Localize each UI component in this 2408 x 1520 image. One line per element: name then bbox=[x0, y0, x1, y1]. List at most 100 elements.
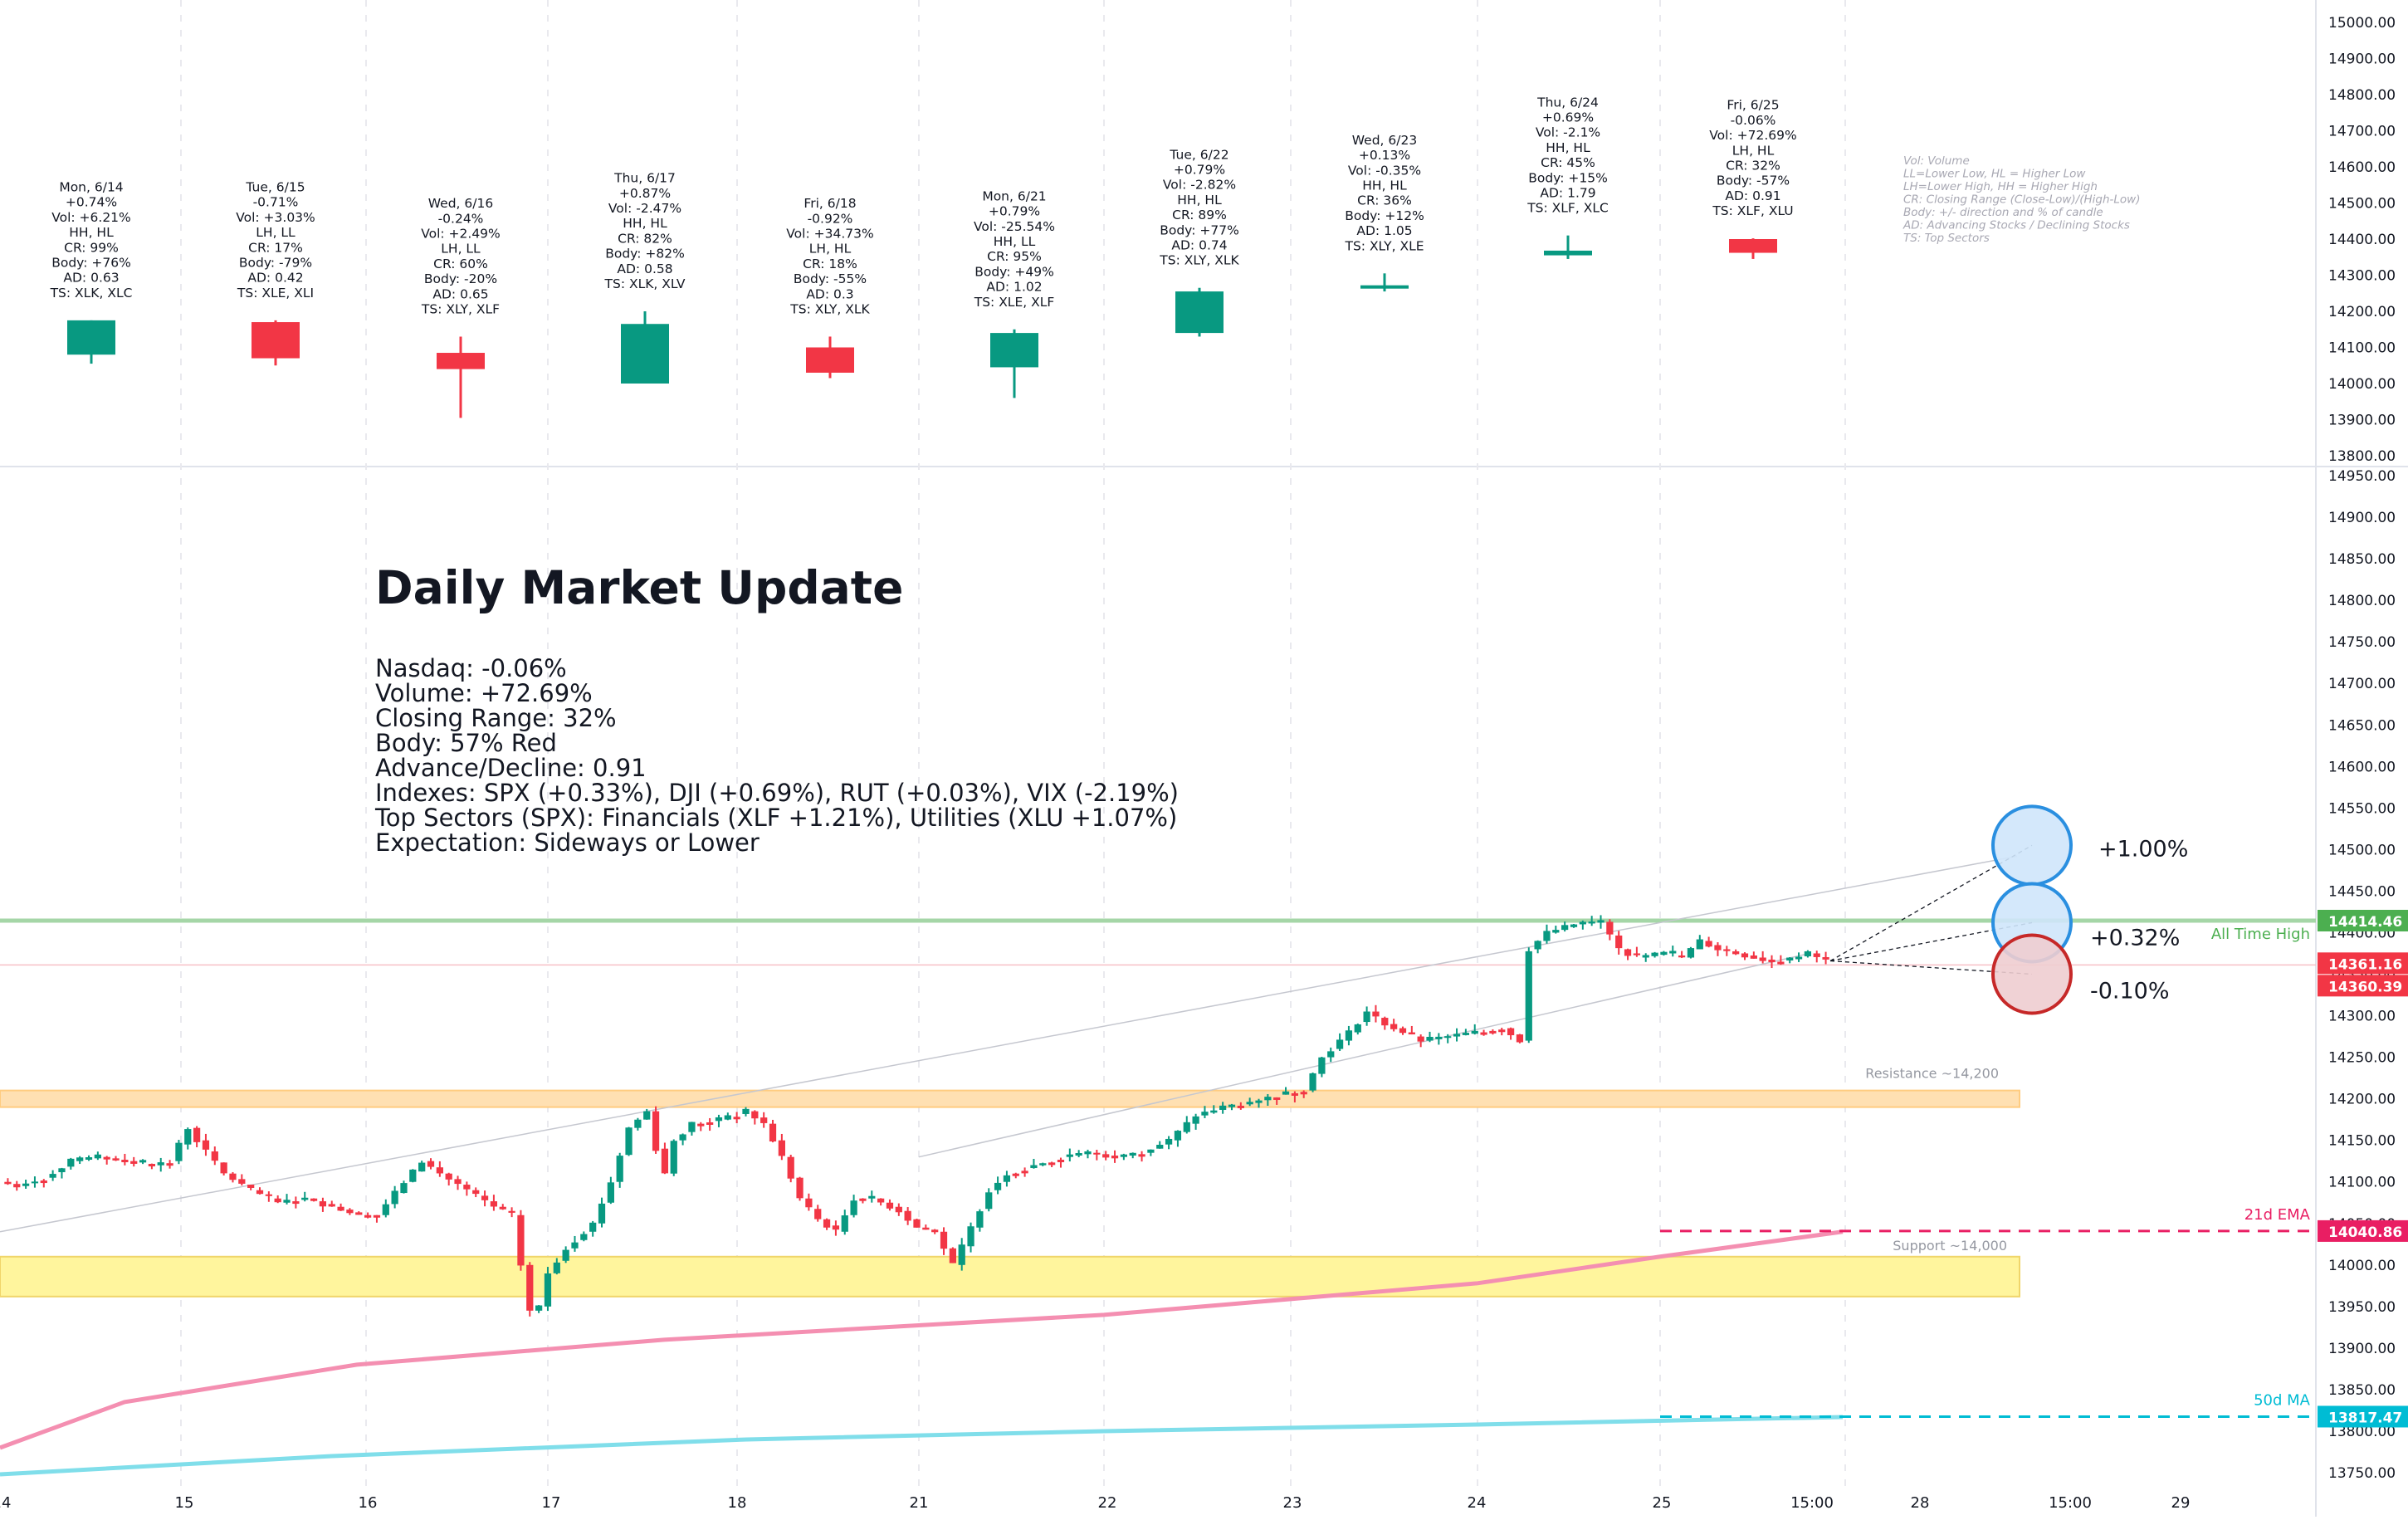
intraday-candle-body bbox=[607, 1182, 614, 1203]
intraday-candle-body bbox=[319, 1201, 327, 1207]
intraday-candle-body bbox=[1552, 930, 1560, 933]
intraday-price-tick: 14950.00 bbox=[2328, 468, 2396, 485]
intraday-candle-body bbox=[1030, 1165, 1038, 1169]
intraday-candle-body bbox=[823, 1219, 831, 1228]
intraday-price-tick: 14250.00 bbox=[2328, 1050, 2396, 1067]
daily-candle-label-line: Vol: +34.73% bbox=[786, 226, 873, 241]
intraday-candle-body bbox=[499, 1206, 506, 1210]
intraday-price-tick: 14850.00 bbox=[2328, 551, 2396, 568]
intraday-candle-body bbox=[1678, 955, 1686, 958]
intraday-candle-body bbox=[517, 1215, 525, 1266]
daily-candle-label-line: -0.24% bbox=[438, 211, 484, 226]
intraday-candle-body bbox=[1813, 953, 1820, 957]
intraday-candle-body bbox=[1192, 1116, 1199, 1124]
intraday-candle-body bbox=[139, 1160, 147, 1163]
intraday-candle-body bbox=[1543, 931, 1551, 941]
intraday-candle-body bbox=[751, 1111, 759, 1119]
intraday-candle-body bbox=[1201, 1112, 1209, 1116]
intraday-candle-body bbox=[1741, 953, 1749, 958]
intraday-candle-body bbox=[391, 1190, 398, 1205]
intraday-candle-body bbox=[895, 1206, 902, 1213]
daily-candle-label-line: Body: +77% bbox=[1160, 222, 1239, 237]
intraday-candle-body bbox=[193, 1127, 201, 1142]
intraday-candle-body bbox=[904, 1210, 911, 1221]
intraday-candle-body bbox=[1210, 1110, 1218, 1113]
intraday-candle-body bbox=[436, 1167, 443, 1174]
intraday-price-tick: 14300.00 bbox=[2328, 1009, 2396, 1025]
daily-candle-label-line: Vol: -2.1% bbox=[1536, 125, 1600, 140]
intraday-candle-body bbox=[760, 1117, 768, 1123]
intraday-candle-body bbox=[940, 1231, 948, 1249]
intraday-candle-body bbox=[58, 1168, 66, 1173]
intraday-candle-body bbox=[112, 1158, 120, 1161]
intraday-candle-body bbox=[1291, 1092, 1298, 1096]
intraday-candle-body bbox=[1606, 921, 1614, 935]
intraday-candle-body bbox=[1363, 1011, 1370, 1023]
daily-candle-label-line: Wed, 6/23 bbox=[1352, 133, 1417, 148]
intraday-candle-body bbox=[1219, 1105, 1227, 1110]
daily-price-tick: 14000.00 bbox=[2328, 376, 2396, 393]
support-zone bbox=[0, 1255, 2020, 1298]
intraday-candle-body bbox=[985, 1192, 993, 1210]
daily-candle-label-line: TS: XLY, XLE bbox=[1344, 238, 1424, 253]
intraday-candle-body bbox=[1750, 955, 1757, 959]
intraday-candle-body bbox=[1057, 1160, 1065, 1163]
intraday-candle-body bbox=[184, 1129, 192, 1145]
intraday-candle-body bbox=[346, 1210, 354, 1214]
intraday-candle-body bbox=[1012, 1173, 1019, 1176]
intraday-candle-body bbox=[1471, 1030, 1478, 1034]
intraday-candle-body bbox=[1156, 1145, 1164, 1149]
daily-candle-label-line: CR: 17% bbox=[248, 240, 303, 255]
intraday-price-tick: 14150.00 bbox=[2328, 1133, 2396, 1150]
daily-candle-label-line: -0.92% bbox=[808, 211, 853, 226]
intraday-candle-body bbox=[508, 1210, 515, 1213]
daily-candle-label-line: HH, LL bbox=[994, 234, 1036, 249]
intraday-candle-body bbox=[1084, 1151, 1092, 1155]
daily-candle-label-line: Body: -57% bbox=[1717, 174, 1790, 188]
summary-line-indexes: Indexes: SPX (+0.33%), DJI (+0.69%), RUT… bbox=[375, 779, 1179, 807]
time-axis-tick: 15:00 bbox=[1790, 1494, 1834, 1512]
intraday-candle-body bbox=[1147, 1149, 1155, 1153]
intraday-price-tick: 14800.00 bbox=[2328, 593, 2396, 609]
intraday-candle-body bbox=[1795, 956, 1803, 960]
legend-line: Vol: Volume bbox=[1903, 154, 1970, 168]
intraday-candle-body bbox=[373, 1215, 381, 1218]
intraday-candle-body bbox=[1597, 920, 1605, 923]
intraday-candle-body bbox=[1687, 948, 1695, 958]
intraday-candle-body bbox=[832, 1225, 840, 1230]
intraday-candle-body bbox=[1111, 1156, 1119, 1159]
intraday-candle-body bbox=[1786, 957, 1794, 960]
intraday-candle-body bbox=[1570, 924, 1578, 927]
intraday-candle-body bbox=[778, 1140, 785, 1156]
intraday-candle-body bbox=[1354, 1024, 1361, 1033]
intraday-candle-body bbox=[157, 1162, 164, 1166]
legend-line: LL=Lower Low, HL = Higher Low bbox=[1903, 168, 2086, 181]
intraday-candle-body bbox=[1768, 959, 1775, 963]
daily-candle-label-line: Body: +12% bbox=[1345, 208, 1424, 223]
intraday-candle-body bbox=[571, 1242, 579, 1249]
daily-candle-body-3 bbox=[621, 324, 669, 384]
intraday-candle-body bbox=[103, 1156, 110, 1160]
intraday-candle-body bbox=[787, 1156, 794, 1179]
intraday-candle-body bbox=[1129, 1152, 1136, 1156]
intraday-candle-body bbox=[274, 1198, 281, 1203]
intraday-candle-body bbox=[1390, 1024, 1398, 1029]
all-time-high-label: All Time High bbox=[2211, 926, 2310, 943]
daily-price-tick: 14400.00 bbox=[2328, 232, 2396, 248]
intraday-candle-body bbox=[247, 1185, 255, 1188]
intraday-candle-body bbox=[265, 1194, 272, 1196]
intraday-price-tick: 13950.00 bbox=[2328, 1299, 2396, 1316]
legend-line: Body: +/- direction and % of candle bbox=[1903, 206, 2103, 219]
ath-price-badge-bg bbox=[2318, 909, 2408, 931]
intraday-candle-body bbox=[1579, 921, 1586, 925]
ath-price-badge: 14414.46 bbox=[2328, 914, 2402, 931]
market-summary: Daily Market Update Nasdaq: -0.06% Volum… bbox=[375, 561, 1179, 855]
intraday-candle-body bbox=[1075, 1153, 1082, 1156]
intraday-candle-body bbox=[1660, 951, 1668, 955]
intraday-candle-body bbox=[1039, 1163, 1047, 1166]
intraday-candle-body bbox=[328, 1204, 335, 1207]
intraday-candle-body bbox=[1705, 941, 1712, 947]
daily-candle-label-line: Fri, 6/18 bbox=[803, 196, 856, 211]
daily-price-tick: 14200.00 bbox=[2328, 304, 2396, 320]
